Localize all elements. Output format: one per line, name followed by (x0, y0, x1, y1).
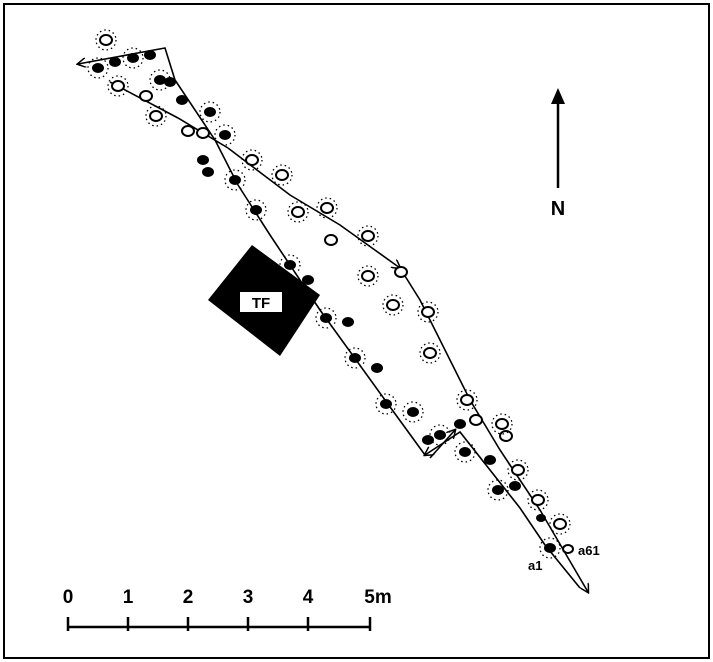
footprint (495, 418, 509, 430)
tf-block: TF (208, 245, 320, 356)
footprint (92, 63, 104, 73)
path-b-segment-3 (399, 267, 588, 592)
scale-tick-label: 4 (303, 587, 314, 608)
footprint (291, 206, 305, 218)
path-b-segment-1 (109, 81, 229, 149)
footprint (407, 407, 419, 417)
footprint (229, 175, 241, 185)
footprint (460, 394, 474, 406)
footprint (284, 260, 296, 270)
footprint (196, 127, 210, 139)
footprint (144, 50, 156, 60)
footprint (509, 481, 521, 491)
map-frame (3, 3, 710, 659)
footprint (454, 419, 466, 429)
footprint (219, 130, 231, 140)
tf-label: TF (252, 295, 270, 312)
footprint (245, 154, 259, 166)
footprint (250, 205, 262, 215)
footprint (361, 270, 375, 282)
path-a-segment-2 (429, 430, 455, 459)
footprints-open (99, 34, 574, 554)
north-label: N (551, 198, 565, 220)
footprint (320, 313, 332, 323)
footprint (536, 514, 546, 522)
footprint (181, 125, 195, 137)
footprint (111, 80, 125, 92)
footprint (459, 447, 471, 457)
scale-tick-label: 2 (183, 587, 194, 608)
footprint (553, 518, 567, 530)
scale-tick-label: 1 (123, 587, 134, 608)
footprint (349, 353, 361, 363)
footprint (380, 399, 392, 409)
scale-tick-label: 0 (63, 587, 74, 608)
north-arrow: N (551, 88, 565, 220)
footprint (531, 494, 545, 506)
footprint (544, 543, 556, 553)
footprint (371, 363, 383, 373)
path-b-segment-2 (227, 147, 400, 268)
footprint (139, 90, 153, 102)
footprint (434, 430, 446, 440)
footprint (164, 77, 176, 87)
footprint (324, 234, 338, 246)
footprint (361, 230, 375, 242)
footprint (197, 155, 209, 165)
footprint (386, 299, 400, 311)
footprint-rims (87, 29, 571, 559)
label-a1: a1 (528, 558, 542, 573)
footprint (176, 95, 188, 105)
footprint (109, 57, 121, 67)
footprint (149, 110, 163, 122)
footprint (320, 202, 334, 214)
footprint (204, 107, 216, 117)
footprint (99, 34, 113, 46)
footprint (127, 53, 139, 63)
footprints-filled (92, 50, 556, 553)
label-a61: a61 (578, 543, 600, 558)
footprint (469, 414, 483, 426)
footprint (302, 275, 314, 285)
footprint (499, 430, 513, 442)
scale-bar: 0 1 2 3 4 5m (63, 587, 392, 631)
footprint (562, 544, 574, 554)
footprint (511, 464, 525, 476)
footprint (275, 169, 289, 181)
scale-tick-label: 5m (364, 587, 391, 608)
footprint (422, 435, 434, 445)
scale-tick-label: 3 (243, 587, 254, 608)
footprint (394, 266, 408, 278)
path-a-segment-3 (78, 47, 426, 456)
footprint (154, 75, 166, 85)
footprint (202, 167, 214, 177)
footprint (484, 455, 496, 465)
footprint (492, 485, 504, 495)
footprint (423, 347, 437, 359)
footprint (421, 306, 435, 318)
footprint (342, 317, 354, 327)
